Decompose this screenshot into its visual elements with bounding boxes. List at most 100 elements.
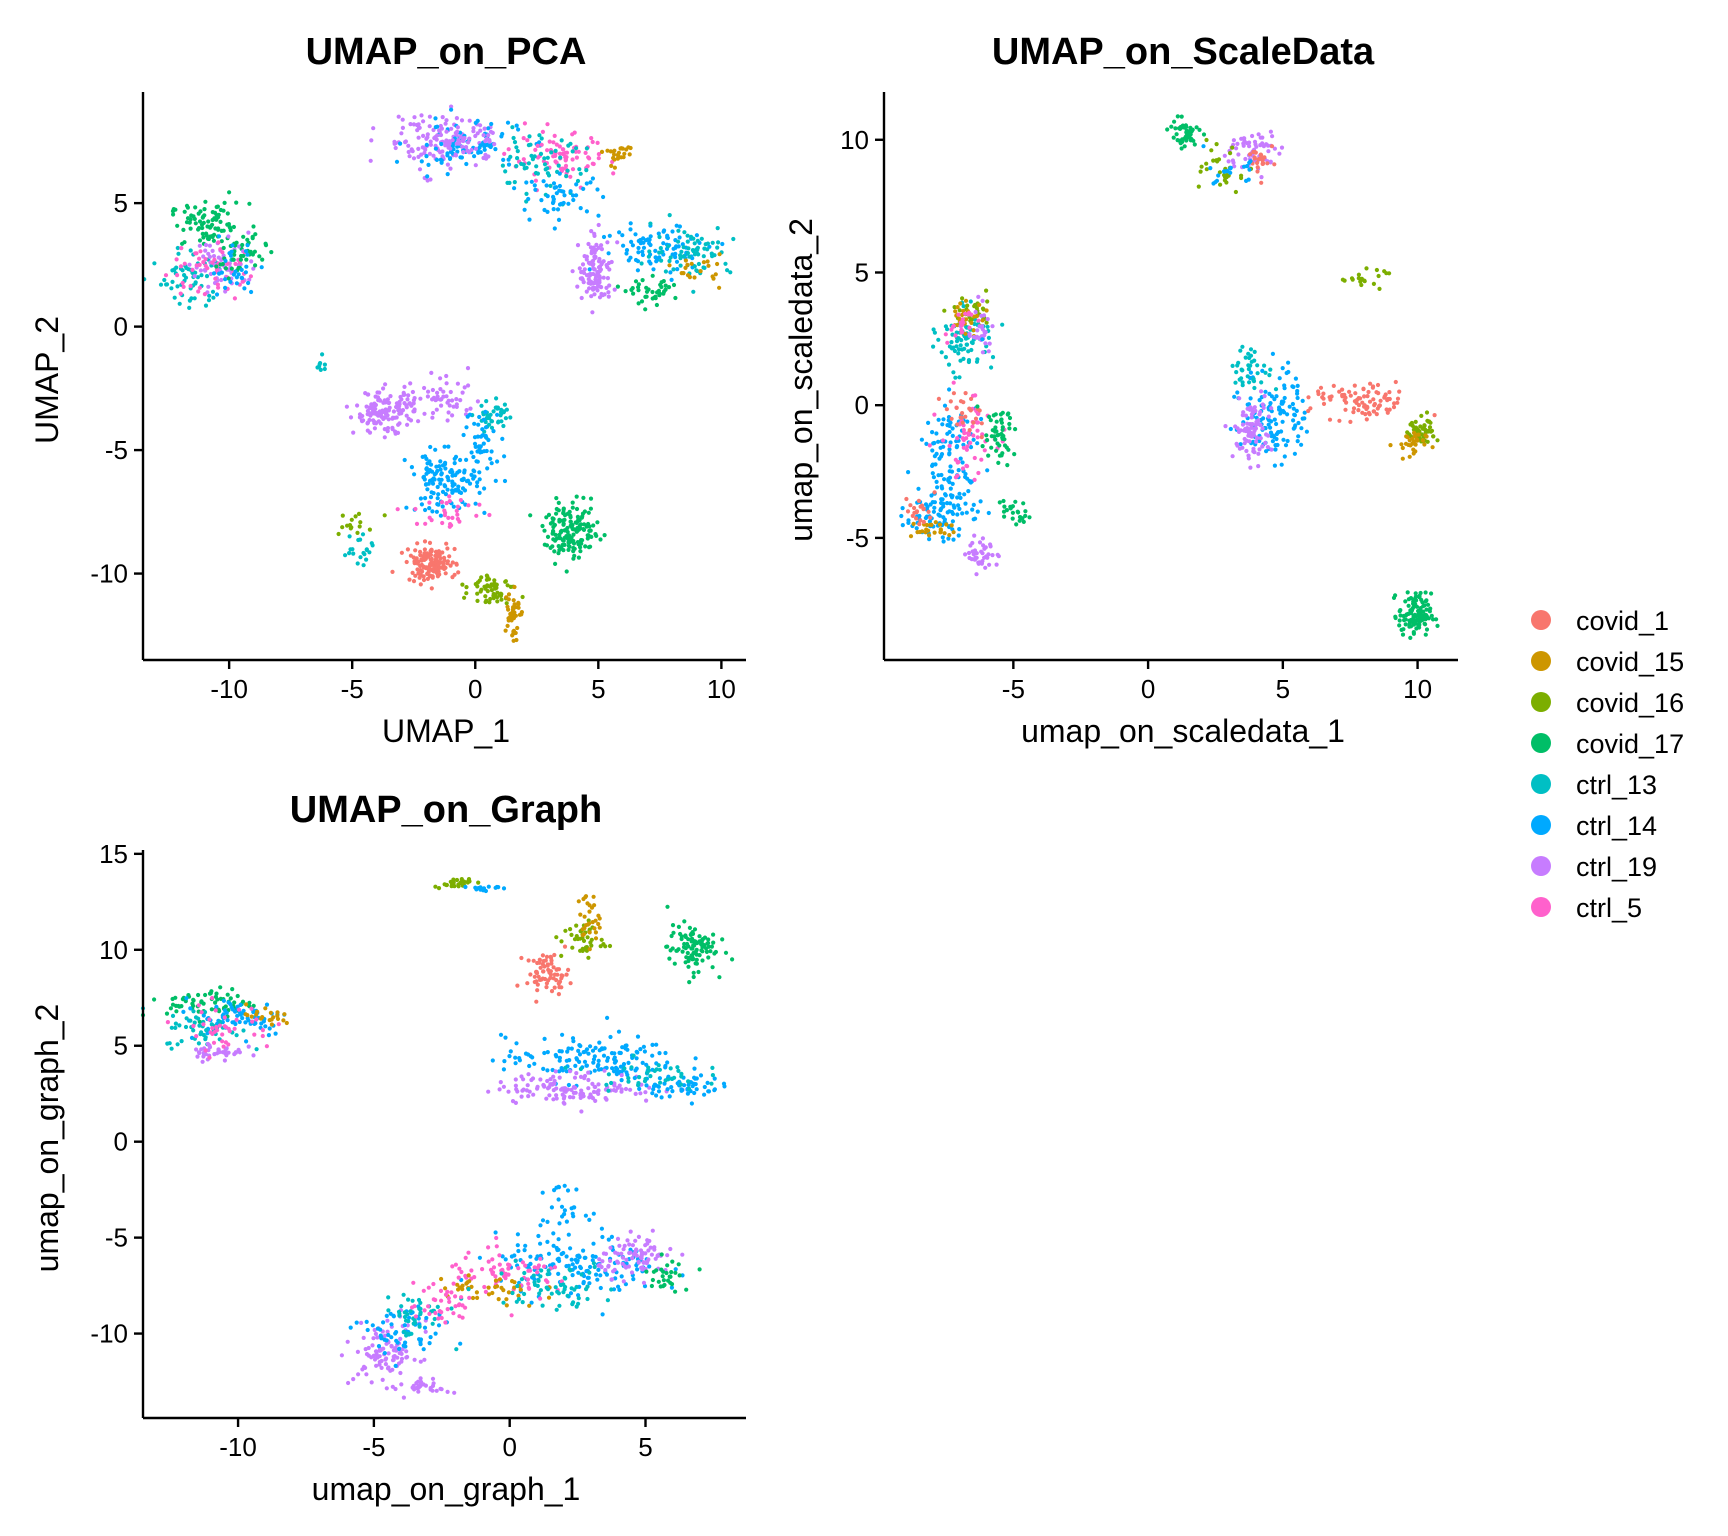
point: [975, 428, 980, 433]
point: [406, 149, 411, 155]
point: [589, 534, 594, 540]
scatter-points: [142, 104, 736, 643]
point: [947, 447, 952, 452]
point: [390, 569, 395, 575]
point: [537, 960, 542, 965]
point: [225, 1018, 230, 1023]
point: [566, 533, 572, 538]
point: [488, 456, 493, 461]
point: [587, 528, 592, 534]
point: [1228, 170, 1233, 175]
point: [422, 547, 427, 552]
point: [569, 524, 574, 529]
y-tick-label: 0: [855, 390, 869, 420]
point: [704, 946, 709, 951]
point: [566, 1232, 571, 1237]
point: [457, 141, 462, 146]
point: [996, 554, 1001, 559]
point: [986, 453, 991, 458]
point: [960, 420, 965, 425]
point: [603, 944, 608, 949]
point: [948, 440, 953, 445]
point: [164, 1011, 170, 1016]
point: [620, 233, 625, 238]
point: [356, 1372, 361, 1377]
point: [1265, 161, 1270, 166]
cluster-ctrl_19: [368, 104, 493, 183]
point: [358, 520, 363, 525]
point: [970, 424, 975, 429]
point: [687, 980, 692, 985]
point: [451, 147, 456, 152]
point: [632, 1075, 637, 1081]
point: [997, 500, 1002, 505]
point: [1340, 387, 1345, 392]
point: [597, 925, 602, 930]
point: [1237, 396, 1242, 401]
point: [1247, 144, 1252, 149]
point: [248, 274, 253, 279]
point: [553, 1069, 558, 1074]
point: [691, 970, 696, 975]
point: [438, 387, 443, 392]
point: [445, 561, 450, 566]
point: [590, 310, 595, 315]
point: [1412, 434, 1418, 439]
point: [226, 1050, 231, 1055]
point: [938, 445, 943, 450]
point: [1256, 132, 1261, 137]
point: [576, 149, 581, 154]
point: [528, 513, 533, 518]
point: [503, 416, 508, 421]
point: [464, 457, 469, 462]
point: [466, 140, 471, 145]
point: [570, 505, 575, 510]
point: [526, 1281, 531, 1286]
point: [1258, 423, 1263, 428]
point: [416, 146, 421, 151]
point: [948, 501, 953, 506]
point: [960, 317, 965, 322]
point: [210, 210, 215, 215]
point: [1246, 456, 1251, 461]
point: [515, 1232, 521, 1237]
point: [429, 547, 434, 552]
point: [584, 289, 589, 294]
point: [1214, 178, 1220, 183]
point: [492, 578, 497, 583]
point: [434, 509, 439, 514]
point: [564, 1219, 570, 1224]
point: [260, 257, 265, 262]
point: [526, 1072, 531, 1077]
point: [413, 548, 418, 553]
point: [673, 1289, 678, 1294]
point: [575, 936, 581, 942]
point: [1171, 135, 1176, 140]
point: [1416, 432, 1421, 437]
point: [963, 501, 968, 506]
point: [687, 254, 692, 259]
point: [1356, 276, 1361, 281]
point: [1316, 389, 1321, 394]
point: [610, 1066, 615, 1071]
point: [196, 289, 201, 294]
point: [1248, 465, 1253, 470]
point: [586, 955, 591, 960]
point: [530, 1076, 536, 1081]
point: [424, 466, 429, 472]
point: [581, 932, 587, 937]
point: [488, 1267, 494, 1272]
cluster-ctrl_5: [165, 995, 281, 1060]
point: [621, 1279, 626, 1284]
point: [681, 245, 686, 250]
point: [451, 404, 456, 409]
cluster-covid_15: [439, 1273, 552, 1308]
point: [421, 119, 426, 124]
point: [1246, 363, 1251, 368]
point: [676, 239, 681, 244]
point: [597, 1048, 602, 1053]
scatter-points: [899, 114, 1440, 641]
point: [1267, 373, 1272, 378]
x-tick-label: -5: [1002, 674, 1025, 704]
point: [544, 985, 549, 990]
